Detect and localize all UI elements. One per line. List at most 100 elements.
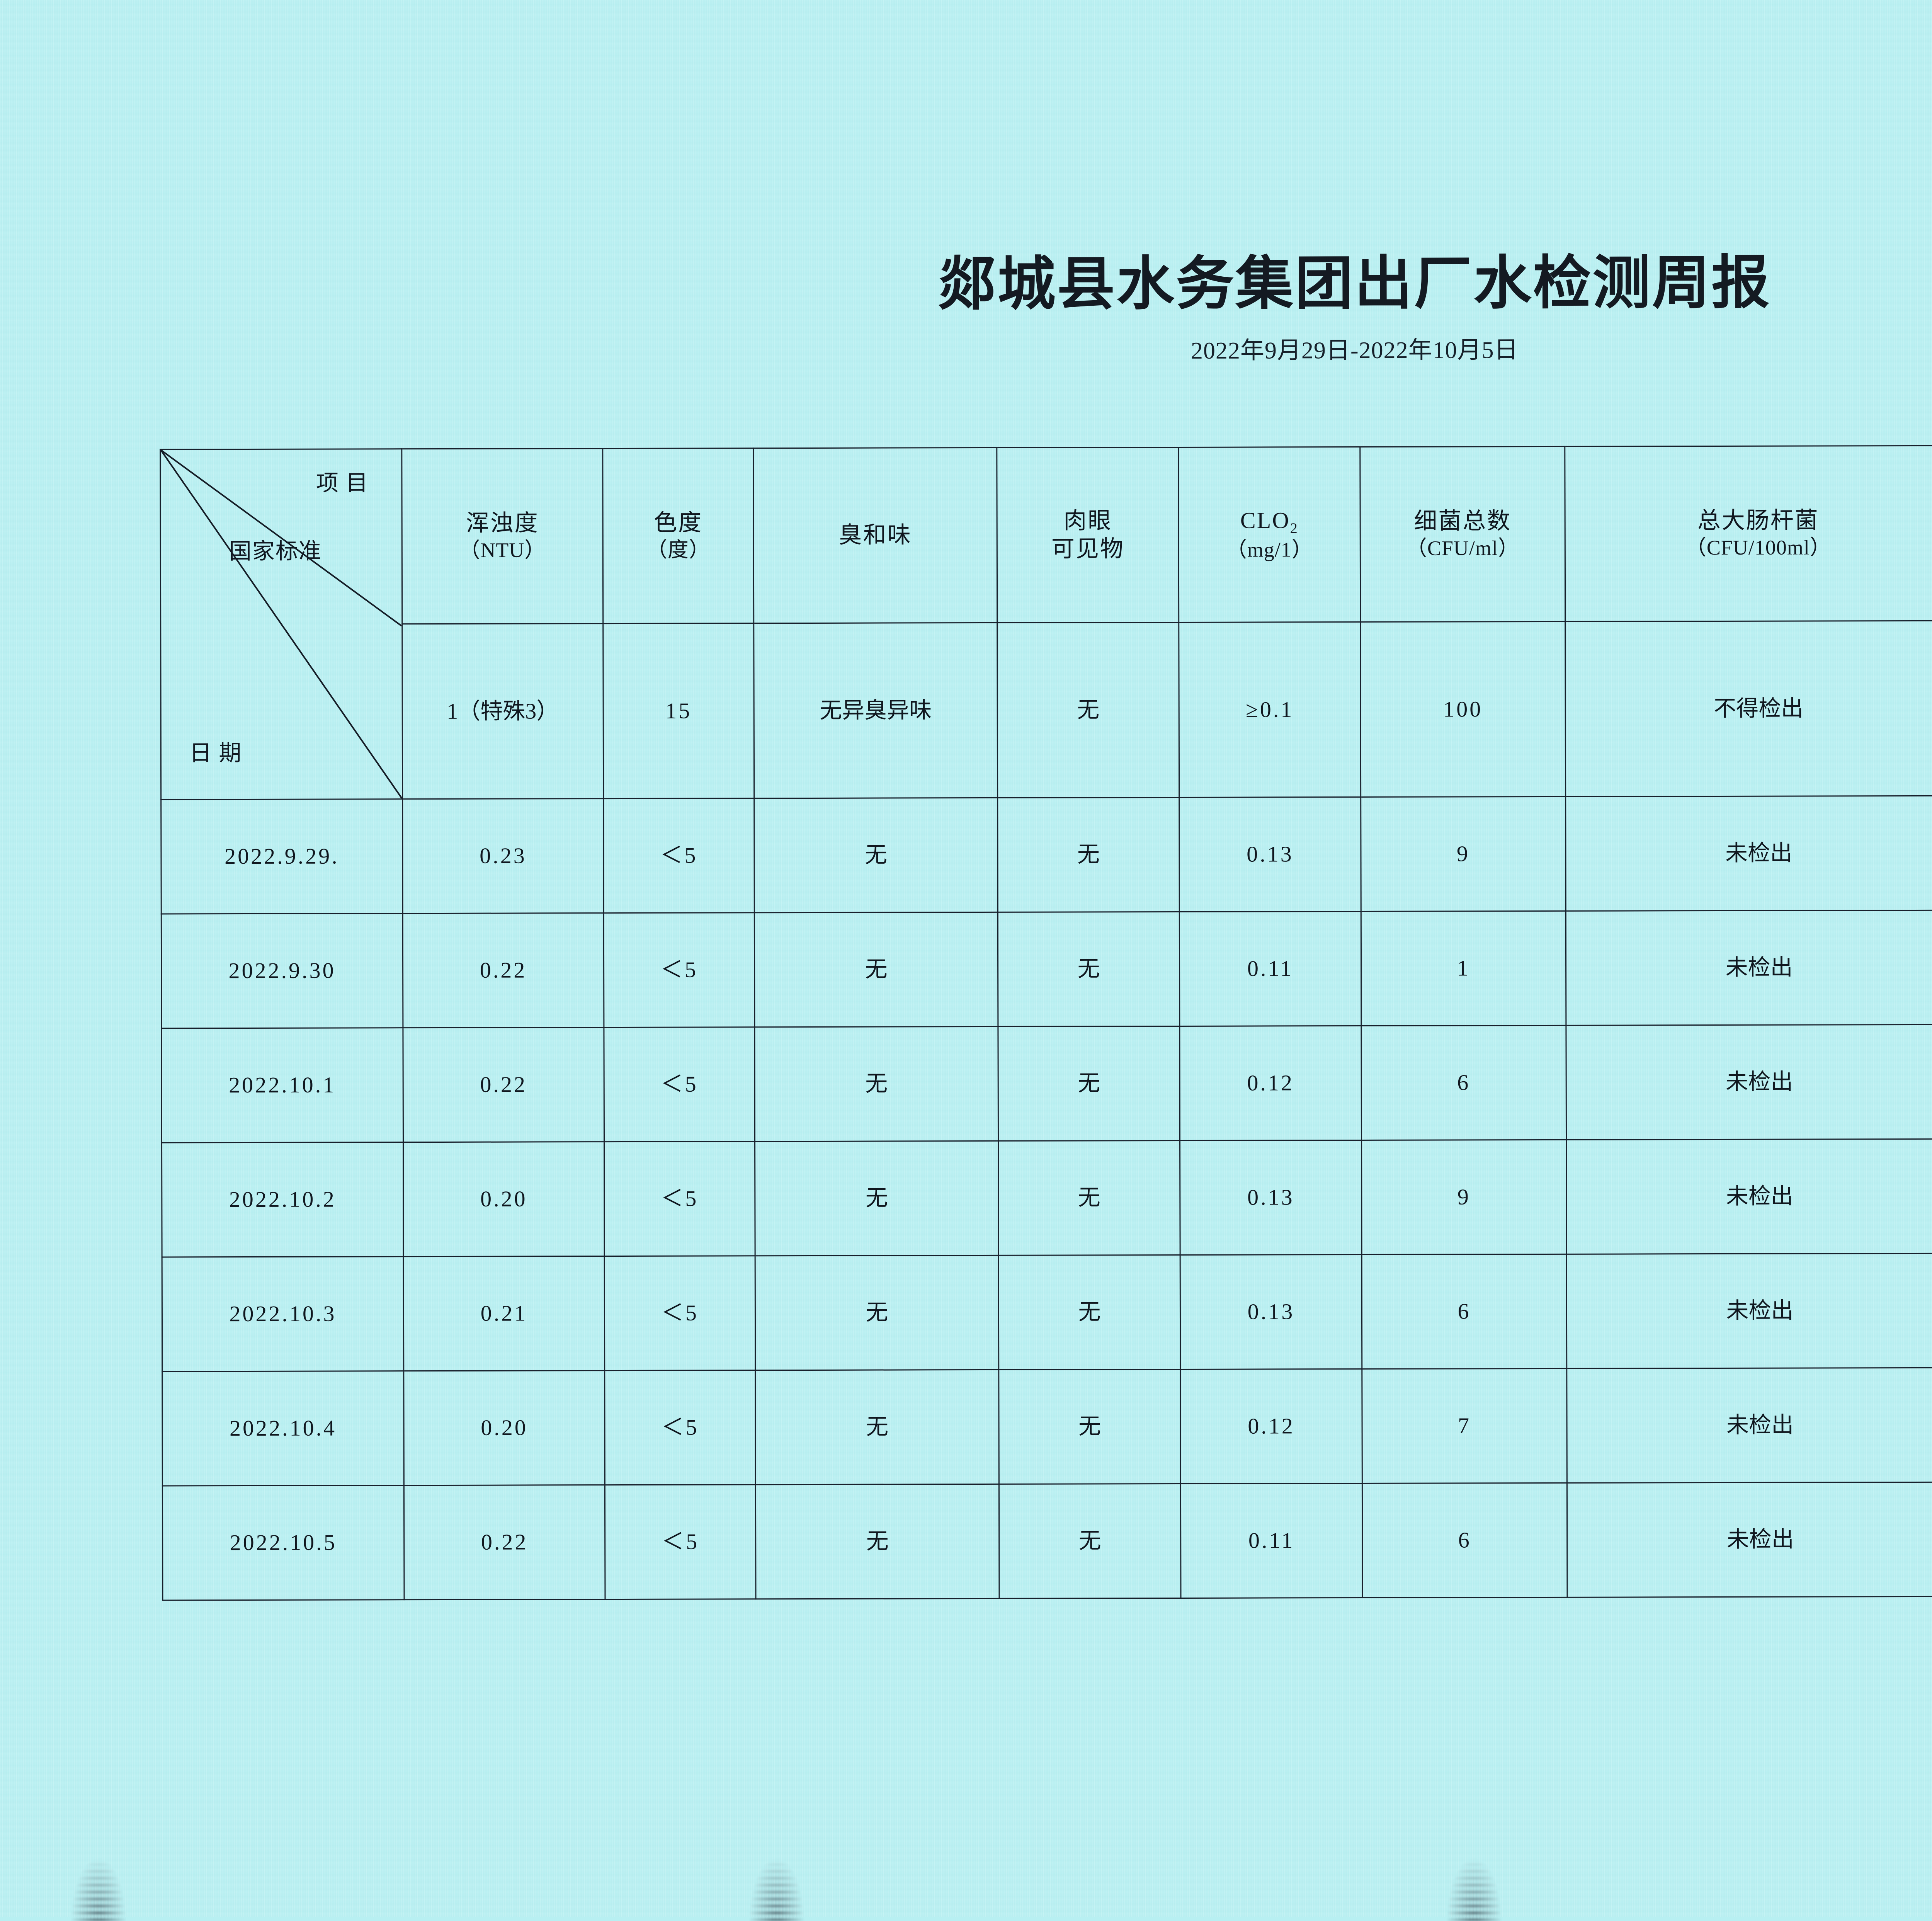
header-visible-matter-unit: 可见物 xyxy=(1051,536,1124,562)
cell-clo2: 0.13 xyxy=(1179,797,1361,912)
cell-visible-matter: 无 xyxy=(998,1026,1180,1141)
cell-bacteria-total: 6 xyxy=(1362,1483,1568,1598)
header-odor-taste-name: 臭和味 xyxy=(838,522,912,548)
header-turbidity-name: 浑浊度 xyxy=(466,510,539,536)
table-row: 2022.10.4 0.20 ＜5 无 无 0.12 7 未检出 未检出 0.6… xyxy=(162,1366,1932,1486)
header-chroma-unit: （度） xyxy=(646,538,710,561)
clo2-subscript: 2 xyxy=(1290,520,1299,537)
cell-chroma: ＜5 xyxy=(604,1027,755,1142)
cell-chroma: ＜5 xyxy=(604,1256,755,1371)
header-chroma: 色度 （度） xyxy=(602,448,754,624)
cell-date: 2022.9.30 xyxy=(161,913,403,1028)
cell-chroma: ＜5 xyxy=(605,1484,756,1599)
cell-turbidity: 0.20 xyxy=(403,1370,605,1485)
header-bacteria-total-name: 细菌总数 xyxy=(1414,508,1512,534)
std-visible-matter: 无 xyxy=(997,622,1179,798)
cell-date: 2022.10.2 xyxy=(162,1142,404,1257)
table-row: 2022.10.5 0.22 ＜5 无 无 0.11 6 未检出 未检出 0.6… xyxy=(162,1480,1932,1600)
cell-clo2: 0.13 xyxy=(1180,1140,1362,1255)
table-header-row: 项 目 国家标准 日 期 浑浊度 （NTU） 色度 （度） 臭和味 肉眼 xyxy=(160,444,1932,800)
cell-turbidity: 0.22 xyxy=(404,1485,605,1600)
cell-odor-taste: 无 xyxy=(755,1370,999,1485)
cell-date: 2022.10.3 xyxy=(162,1256,404,1371)
header-bacteria-total: 细菌总数 （CFU/ml） xyxy=(1360,446,1565,622)
std-chroma: 15 xyxy=(603,623,754,799)
std-bacteria-total: 100 xyxy=(1360,621,1566,797)
cell-chroma: ＜5 xyxy=(604,1370,756,1485)
cell-bacteria-total: 1 xyxy=(1361,911,1566,1026)
header-bacteria-total-unit: （CFU/ml） xyxy=(1406,536,1519,560)
header-chroma-name: 色度 xyxy=(654,510,703,536)
cell-turbidity: 0.23 xyxy=(402,798,604,914)
cell-total-coliform: 未检出 xyxy=(1566,1368,1932,1483)
std-turbidity: 1（特殊3） xyxy=(402,623,604,799)
cell-total-coliform: 未检出 xyxy=(1566,910,1932,1026)
cell-odor-taste: 无 xyxy=(755,1255,999,1370)
cell-chroma: ＜5 xyxy=(604,912,755,1028)
table-row: 2022.10.2 0.20 ＜5 无 无 0.13 9 未检出 未检出 0.6… xyxy=(162,1137,1932,1257)
cell-bacteria-total: 7 xyxy=(1362,1368,1567,1484)
cell-chroma: ＜5 xyxy=(603,798,755,913)
cell-odor-taste: 无 xyxy=(754,1026,998,1142)
cell-total-coliform: 未检出 xyxy=(1565,796,1932,911)
cell-total-coliform: 未检出 xyxy=(1566,1139,1932,1254)
cell-date: 2022.10.4 xyxy=(162,1371,404,1486)
cell-visible-matter: 无 xyxy=(999,1484,1181,1599)
cell-turbidity: 0.20 xyxy=(403,1142,605,1257)
table-row: 2022.9.29. 0.23 ＜5 无 无 0.13 9 未检出 未检出 0.… xyxy=(161,794,1932,914)
header-total-coliform-unit: （CFU/100ml） xyxy=(1685,536,1831,559)
cell-total-coliform: 未检出 xyxy=(1566,1253,1932,1369)
cell-odor-taste: 无 xyxy=(754,798,998,913)
cell-turbidity: 0.22 xyxy=(403,913,604,1028)
header-total-coliform: 总大肠杆菌 （CFU/100ml） xyxy=(1565,446,1932,622)
corner-label-date: 日 期 xyxy=(189,740,242,766)
table-row: 2022.10.3 0.21 ＜5 无 无 0.13 6 未检出 未检出 0.6… xyxy=(162,1252,1932,1371)
report-date-range: 2022年9月29日-2022年10月5日 xyxy=(1190,337,1519,364)
corner-diagonals-icon xyxy=(161,449,402,799)
cell-visible-matter: 无 xyxy=(998,1369,1181,1484)
cell-odor-taste: 无 xyxy=(755,1484,1000,1599)
cell-odor-taste: 无 xyxy=(755,1141,999,1256)
std-total-coliform: 不得检出 xyxy=(1565,621,1932,797)
cell-visible-matter: 无 xyxy=(998,1255,1180,1370)
cell-bacteria-total: 6 xyxy=(1361,1025,1566,1140)
header-clo2-name: CLO2 xyxy=(1240,507,1299,537)
cell-date: 2022.10.5 xyxy=(162,1485,405,1600)
cell-visible-matter: 无 xyxy=(998,1140,1180,1256)
cell-clo2: 0.12 xyxy=(1180,1369,1362,1484)
table-row: 2022.10.1 0.22 ＜5 无 无 0.12 6 未检出 未检出 0.6… xyxy=(161,1023,1932,1143)
national-standard-row: 1（特殊3） 15 无异臭异味 无 ≥0.1 100 不得检出 不得检出 3 xyxy=(161,619,1932,800)
cell-clo2: 0.11 xyxy=(1179,911,1361,1026)
cell-odor-taste: 无 xyxy=(754,912,998,1027)
header-total-coliform-name: 总大肠杆菌 xyxy=(1697,507,1819,534)
cell-clo2: 0.13 xyxy=(1180,1254,1362,1370)
corner-header-cell: 项 目 国家标准 日 期 xyxy=(160,449,403,800)
header-turbidity-unit: （NTU） xyxy=(459,538,546,562)
header-turbidity: 浑浊度 （NTU） xyxy=(401,448,603,624)
header-odor-taste: 臭和味 xyxy=(753,447,997,623)
cell-bacteria-total: 6 xyxy=(1362,1254,1567,1369)
cell-clo2: 0.11 xyxy=(1180,1483,1363,1598)
cell-chroma: ＜5 xyxy=(604,1141,755,1256)
cell-turbidity: 0.21 xyxy=(403,1256,605,1371)
std-clo2: ≥0.1 xyxy=(1179,622,1361,798)
table-row: 2022.9.30 0.22 ＜5 无 无 0.11 1 未检出 未检出 0.7… xyxy=(161,909,1932,1028)
header-visible-matter: 肉眼 可见物 xyxy=(997,447,1179,623)
header-clo2-unit: （mg/1） xyxy=(1226,538,1313,561)
cell-bacteria-total: 9 xyxy=(1361,1140,1567,1255)
corner-label-item: 项 目 xyxy=(316,470,369,496)
cell-date: 2022.10.1 xyxy=(161,1028,403,1143)
std-odor-taste: 无异臭异味 xyxy=(753,623,998,798)
water-quality-table: 项 目 国家标准 日 期 浑浊度 （NTU） 色度 （度） 臭和味 肉眼 xyxy=(160,443,1932,1601)
cell-date: 2022.9.29. xyxy=(161,799,403,914)
cell-clo2: 0.12 xyxy=(1179,1026,1362,1141)
cell-visible-matter: 无 xyxy=(997,797,1180,912)
cell-visible-matter: 无 xyxy=(998,912,1180,1027)
header-visible-matter-name: 肉眼 xyxy=(1063,508,1112,534)
cell-total-coliform: 未检出 xyxy=(1566,1024,1932,1140)
corner-label-standard: 国家标准 xyxy=(229,538,322,564)
cell-bacteria-total: 9 xyxy=(1361,796,1566,912)
cell-turbidity: 0.22 xyxy=(403,1027,604,1142)
cell-total-coliform: 未检出 xyxy=(1567,1482,1932,1598)
